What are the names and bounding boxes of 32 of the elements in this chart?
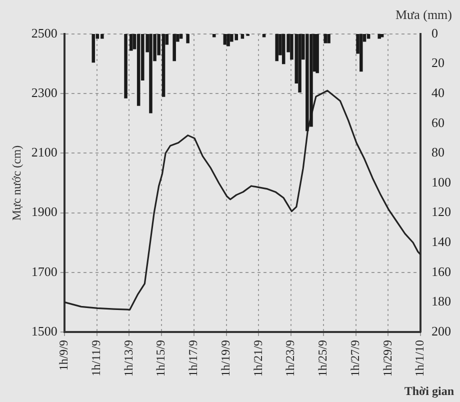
x-tick-label: 1h/17/9 <box>186 340 200 377</box>
y-tick-label: 1700 <box>31 264 58 279</box>
y2-tick-label: 0 <box>432 25 438 40</box>
x-tick-label: 1h/9/9 <box>56 340 71 371</box>
x-tick-label: 1h/19/9 <box>218 340 232 377</box>
y-tick-label: 2500 <box>31 25 58 40</box>
y-tick-label: 2300 <box>31 85 58 100</box>
y2-tick-label: 40 <box>432 85 444 100</box>
y-tick-label: 1500 <box>31 323 58 338</box>
y2-tick-label: 180 <box>432 294 451 309</box>
y2-tick-label: 100 <box>432 174 451 190</box>
y2-tick-label: 80 <box>432 144 444 160</box>
y-axis-title: Mực nước (cm) <box>9 145 24 221</box>
y2-tick-label: 120 <box>432 204 451 220</box>
y2-axis-title: Mưa (mm) <box>395 6 452 22</box>
x-tick-label: 1h/29/9 <box>380 340 394 377</box>
x-tick-label: 1h/23/9 <box>283 340 298 377</box>
y2-tick-label: 60 <box>432 114 444 130</box>
y2-tick-label: 20 <box>432 55 444 70</box>
x-axis-title: Thời gian <box>404 384 454 398</box>
y-tick-label: 1900 <box>31 204 58 220</box>
x-tick-label: 1h/27/9 <box>348 340 362 377</box>
x-tick-label: 1h/15/9 <box>154 340 168 377</box>
x-tick-label: 1h/13/9 <box>121 340 136 377</box>
x-tick-label: 1h/25/9 <box>316 340 330 377</box>
x-tick-label: 1h/1/10 <box>412 340 427 377</box>
y2-tick-label: 200 <box>432 323 451 338</box>
x-tick-label: 1h/11/9 <box>88 340 103 376</box>
y-tick-label: 2100 <box>31 144 58 160</box>
x-tick-label: 1h/21/9 <box>250 340 265 377</box>
y2-tick-label: 160 <box>432 264 451 279</box>
y2-tick-label: 140 <box>432 234 451 250</box>
